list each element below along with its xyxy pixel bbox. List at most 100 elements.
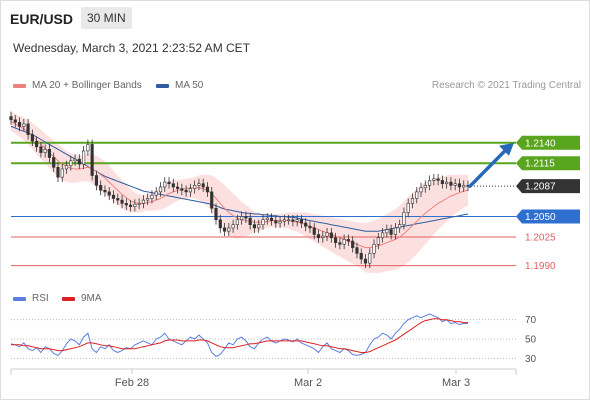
candle-body-43 bbox=[193, 185, 197, 189]
candle-body-11 bbox=[56, 167, 60, 178]
candle-body-70 bbox=[308, 226, 312, 229]
candle-body-16 bbox=[77, 158, 81, 165]
candle-body-2 bbox=[17, 121, 22, 127]
candle-body-83 bbox=[363, 258, 368, 264]
candle-body-61 bbox=[269, 217, 274, 221]
candle-body-0 bbox=[9, 116, 13, 121]
level-label-1.2115: 1.2115 bbox=[525, 159, 555, 170]
candle-body-72 bbox=[316, 234, 321, 239]
candle-body-92 bbox=[402, 212, 406, 225]
candle-body-81 bbox=[355, 247, 359, 254]
candle-body-3 bbox=[22, 123, 26, 127]
projection-arrow-shaft bbox=[468, 147, 509, 188]
candle-body-12 bbox=[60, 168, 64, 178]
candle-body-65 bbox=[287, 219, 291, 222]
candle-body-4 bbox=[26, 123, 30, 135]
projection-arrow-head bbox=[499, 142, 514, 156]
candle-body-21 bbox=[99, 185, 103, 191]
candle-body-41 bbox=[184, 189, 188, 193]
candle-body-42 bbox=[188, 188, 192, 193]
rsi-tick-50: 50 bbox=[525, 335, 537, 346]
candle-body-13 bbox=[64, 165, 69, 170]
legend-rsi: RSI bbox=[13, 293, 49, 304]
candle-body-103 bbox=[449, 181, 453, 186]
candle-body-33 bbox=[150, 194, 154, 199]
ma20-swatch bbox=[13, 83, 26, 88]
level-tag-1.2140 bbox=[516, 135, 580, 150]
candle-body-54 bbox=[240, 216, 244, 221]
candle-body-52 bbox=[231, 224, 235, 229]
candle-body-29 bbox=[133, 203, 137, 207]
candle-body-102 bbox=[445, 181, 449, 185]
candle-body-68 bbox=[299, 219, 303, 224]
rsi-swatch bbox=[13, 296, 26, 301]
candle-body-47 bbox=[210, 191, 214, 209]
candle-body-86 bbox=[376, 237, 380, 245]
candle-body-26 bbox=[120, 199, 124, 204]
legend-ma50: MA 50 bbox=[156, 80, 203, 91]
header-bar: EUR/USD 30 MIN bbox=[0, 0, 590, 36]
candle-body-53 bbox=[235, 219, 239, 225]
candle-body-84 bbox=[368, 253, 372, 264]
candle-body-73 bbox=[321, 235, 325, 239]
ma50-line bbox=[10, 125, 469, 232]
timeframe-badge[interactable]: 30 MIN bbox=[81, 7, 132, 29]
candle-body-8 bbox=[43, 149, 47, 153]
instrument-pair: EUR/USD bbox=[10, 11, 74, 27]
candle-body-69 bbox=[304, 222, 308, 227]
candle-body-45 bbox=[201, 183, 205, 188]
time-tick-label-0: Feb 28 bbox=[115, 377, 149, 389]
time-tick-label-2: Mar 3 bbox=[442, 377, 470, 389]
candle-body-32 bbox=[146, 198, 150, 201]
candle-body-71 bbox=[312, 227, 316, 235]
chart-datetime: Wednesday, March 3, 2021 2:23:52 AM CET bbox=[13, 41, 251, 55]
candle-body-38 bbox=[171, 183, 175, 188]
level-tag-1.2087 bbox=[516, 179, 580, 194]
candle-body-82 bbox=[359, 253, 363, 260]
candle-body-96 bbox=[419, 187, 423, 193]
candle-body-99 bbox=[432, 178, 436, 181]
candle-body-57 bbox=[252, 224, 257, 229]
candle-body-91 bbox=[398, 224, 402, 229]
candle-body-95 bbox=[415, 191, 419, 199]
ma20-legend-label: MA 20 + Bollinger Bands bbox=[32, 80, 142, 91]
candle-body-59 bbox=[261, 219, 265, 225]
candle-body-24 bbox=[111, 194, 116, 199]
time-tick-label-1: Mar 2 bbox=[294, 377, 322, 389]
candle-body-46 bbox=[205, 186, 210, 193]
candle-body-5 bbox=[30, 134, 34, 142]
candle-body-64 bbox=[282, 219, 286, 222]
candle-body-94 bbox=[410, 198, 415, 204]
candle-body-78 bbox=[342, 239, 346, 245]
level-label-1.1990: 1.1990 bbox=[525, 261, 556, 272]
candle-body-27 bbox=[124, 203, 128, 206]
candle-body-100 bbox=[436, 178, 440, 181]
rsi-ma-swatch bbox=[62, 296, 75, 301]
candle-body-44 bbox=[197, 183, 201, 186]
legend-ma20: MA 20 + Bollinger Bands bbox=[13, 80, 142, 91]
candle-body-93 bbox=[406, 203, 410, 213]
candle-body-34 bbox=[154, 191, 158, 196]
level-label-1.2087: 1.2087 bbox=[525, 182, 556, 193]
level-label-1.2050: 1.2050 bbox=[525, 212, 556, 223]
candle-body-62 bbox=[274, 220, 278, 224]
candle-body-104 bbox=[453, 183, 457, 186]
candle-body-106 bbox=[462, 185, 466, 188]
ma50-swatch bbox=[156, 83, 169, 88]
level-label-1.2140: 1.2140 bbox=[525, 138, 556, 149]
candle-body-98 bbox=[427, 180, 432, 186]
candle-body-76 bbox=[334, 237, 338, 243]
candle-body-1 bbox=[13, 119, 17, 123]
candle-body-17 bbox=[82, 150, 86, 165]
candle-body-31 bbox=[141, 199, 145, 204]
candle-body-20 bbox=[94, 175, 98, 186]
rsi-tick-70: 70 bbox=[525, 315, 537, 326]
candle-body-7 bbox=[39, 146, 43, 153]
candle-body-39 bbox=[176, 186, 180, 189]
candle-body-6 bbox=[35, 140, 39, 148]
candle-body-88 bbox=[385, 229, 389, 234]
candle-body-87 bbox=[381, 232, 385, 239]
candle-body-58 bbox=[257, 224, 261, 229]
candle-body-85 bbox=[372, 244, 376, 254]
